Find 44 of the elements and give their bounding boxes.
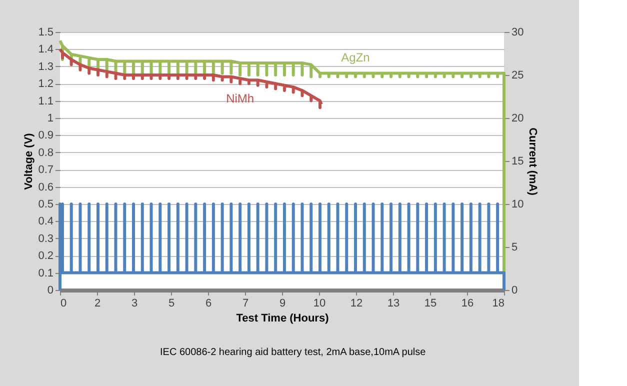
x-tick-label: 12 — [350, 298, 363, 310]
x-tick-label: 2 — [94, 298, 101, 310]
y-tick-label: 1.5 — [38, 26, 54, 38]
x-tick-label: 5 — [168, 298, 175, 310]
y-tick-label: 1.4 — [38, 44, 54, 56]
series-label: NiMh — [226, 91, 254, 106]
x-tick-label: 10 — [313, 298, 326, 310]
y-tick-label: 0 — [47, 284, 54, 296]
x-tick-label: 18 — [492, 298, 504, 310]
y-tick-label: 0.9 — [38, 130, 54, 142]
y2-axis-title: Current (mA) — [526, 128, 539, 196]
x-tick-label: 7 — [242, 298, 249, 310]
y-tick-label: 1.1 — [38, 95, 54, 108]
y-tick-label: 0.4 — [38, 216, 54, 228]
y2-tick-label: 25 — [512, 70, 524, 82]
y2-tick-label: 5 — [512, 242, 518, 254]
y-tick-label: 0.8 — [38, 146, 54, 159]
y-tick-label: 0.7 — [38, 164, 54, 176]
y2-tick-label: 0 — [512, 284, 518, 296]
y-tick-label: 0.3 — [38, 232, 54, 245]
y-tick-label: 1 — [47, 112, 54, 124]
x-tick-label: 9 — [279, 298, 286, 310]
y-tick-label: 0.2 — [38, 250, 54, 262]
x-tick-label: 16 — [461, 298, 474, 310]
y-tick-label: 1.3 — [38, 60, 54, 73]
y2-tick-label: 20 — [512, 112, 524, 124]
y-axis-title: Voltage (V) — [23, 132, 36, 190]
x-tick-label: 13 — [387, 298, 400, 310]
line-series — [58, 39, 506, 274]
y2-tick-label: 15 — [512, 156, 524, 168]
y-tick-label: 0.6 — [38, 181, 54, 194]
series-label: AgZn — [341, 50, 370, 64]
x-tick-label: 15 — [424, 298, 437, 310]
text: IEC 60086-2 hearing aid battery test, 2mA base,10mA pulse — [160, 347, 426, 358]
x-axis-title: Test Time (Hours) — [236, 312, 330, 324]
y2-tick-label: 30 — [512, 26, 524, 38]
x-tick-label: 6 — [205, 298, 212, 310]
x-tick-label: 3 — [131, 298, 138, 310]
line-series — [58, 48, 323, 110]
y-tick-label: 0.1 — [38, 267, 54, 280]
y-tick-label: 1.2 — [38, 78, 54, 90]
x-tick-label: 0 — [60, 298, 67, 310]
y-tick-label: 0.5 — [38, 198, 54, 210]
y2-tick-label: 10 — [512, 198, 524, 210]
